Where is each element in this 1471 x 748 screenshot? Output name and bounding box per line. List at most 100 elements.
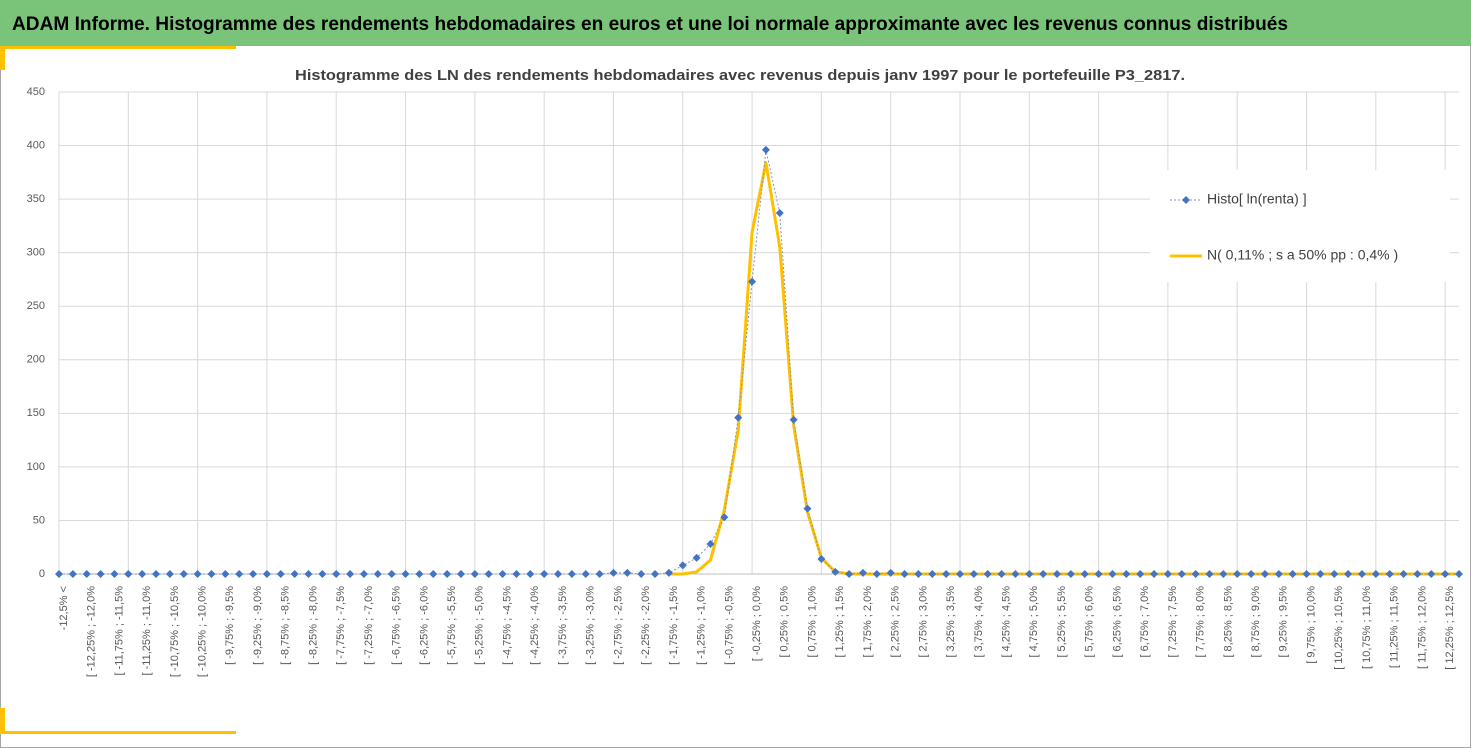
data-point [914, 570, 923, 578]
data-point [152, 570, 161, 578]
x-tick-label: [ 10,75% ; 11,0% [1361, 586, 1373, 669]
x-tick-label: [ -0,25% ; 0,0% [751, 586, 763, 661]
header-bar [0, 0, 1471, 46]
data-point [1455, 570, 1463, 578]
x-tick-label: [ -5,25% ; -5,0% [474, 586, 486, 665]
data-point [1205, 570, 1214, 578]
accent [0, 708, 5, 734]
data-point [831, 567, 840, 576]
data-point [373, 570, 382, 578]
data-point [886, 568, 895, 577]
data-point [554, 570, 563, 578]
y-tick-label: 350 [27, 193, 45, 205]
legend-label: N( 0,11% ; s a 50% pp : 0,4% ) [1207, 247, 1398, 263]
x-tick-label: [ -2,25% ; -2,0% [640, 586, 652, 665]
data-point [595, 570, 604, 578]
data-point [1177, 570, 1186, 578]
data-point [484, 570, 493, 578]
data-point [1260, 570, 1269, 578]
x-tick-label: [ 11,25% ; 11,5% [1389, 586, 1401, 668]
data-point [110, 570, 119, 578]
x-tick-label: [ 6,25% ; 6,5% [1111, 586, 1123, 658]
x-tick-label: [ -3,25% ; -3,0% [585, 586, 597, 665]
data-point [1066, 570, 1075, 578]
data-point [637, 570, 646, 578]
accent [0, 46, 5, 70]
data-point [1316, 570, 1325, 578]
x-tick-label: [ -12,25% ; -12,0% [86, 586, 98, 677]
data-point [124, 570, 133, 578]
x-tick-label: [ -6,75% ; -6,5% [391, 586, 403, 665]
x-tick-label: [ 11,75% ; 12,0% [1416, 586, 1428, 669]
x-tick-label: [ 3,75% ; 4,0% [973, 586, 985, 658]
x-tick-label: [ 6,75% ; 7,0% [1139, 586, 1151, 658]
data-point [1191, 570, 1200, 578]
x-tick-label: [ 0,25% ; 0,5% [779, 586, 791, 658]
data-point [983, 570, 992, 578]
x-tick-label: [ -11,75% ; -11,5% [113, 586, 125, 676]
data-point [692, 553, 701, 562]
y-tick-label: 150 [27, 407, 45, 419]
x-tick-label: [ 12,25% ; 12,5% [1444, 586, 1456, 670]
x-tick-label: [ -4,25% ; -4,0% [529, 586, 541, 665]
data-point [249, 570, 258, 578]
data-point [1288, 570, 1297, 578]
data-point [1011, 570, 1020, 578]
x-tick-label: [ -1,25% ; -1,0% [696, 586, 708, 665]
data-point [734, 413, 743, 422]
data-point [235, 570, 244, 578]
data-point [748, 277, 757, 286]
data-point [318, 570, 327, 578]
data-point [68, 570, 77, 578]
data-point [470, 570, 479, 578]
data-point [817, 555, 826, 564]
data-point [1302, 570, 1311, 578]
x-tick-label: [ 5,25% ; 5,5% [1056, 586, 1068, 658]
data-point [346, 570, 355, 578]
data-point [928, 570, 937, 578]
data-point [1399, 570, 1408, 578]
y-tick-label: 450 [27, 86, 45, 98]
x-tick-label: [ 2,75% ; 3,0% [917, 586, 929, 658]
data-point [1025, 570, 1034, 578]
data-point [803, 504, 812, 513]
data-point [276, 570, 285, 578]
plot: 0 50 100 150 200 250 300 350 400 450 -12,5% < [ -12… [27, 86, 1463, 677]
x-tick-label: [ -0,75% ; -0,5% [723, 586, 735, 665]
data-point [581, 570, 590, 578]
data-point [332, 570, 341, 578]
data-point [1039, 570, 1048, 578]
x-tick-label: [ -11,25% ; -11,0% [141, 586, 153, 676]
data-point [997, 570, 1006, 578]
x-tick-label: [ 8,75% ; 9,0% [1250, 586, 1262, 658]
data-point [401, 570, 410, 578]
data-point [858, 568, 867, 577]
x-tick-label: [ -8,25% ; -8,0% [307, 586, 319, 665]
data-point [623, 568, 632, 577]
data-point [609, 568, 618, 577]
x-tick-label: [ -10,75% ; -10,5% [169, 586, 181, 677]
data-point [1441, 570, 1450, 578]
series-line [668, 161, 1459, 576]
data-point [664, 568, 673, 577]
data-point [651, 570, 660, 578]
x-tick-label: [ -5,75% ; -5,5% [446, 586, 458, 665]
y-tick-label: 100 [27, 461, 45, 473]
x-tick-label: [ 7,75% ; 8,0% [1195, 586, 1207, 658]
data-point [387, 570, 396, 578]
y-tick-label: 250 [27, 300, 45, 312]
data-point [290, 570, 299, 578]
data-point [415, 570, 424, 578]
data-point [96, 570, 105, 578]
data-point [304, 570, 313, 578]
data-point [1357, 570, 1366, 578]
x-tick-label: [ 8,25% ; 8,5% [1222, 586, 1234, 658]
x-tick-label: [ 4,25% ; 4,5% [1000, 586, 1012, 658]
legend-label: Histo[ ln(renta) ] [1207, 191, 1307, 207]
chart-title: Histogramme des LN des rendements hebdom… [295, 67, 1185, 84]
data-point [1108, 570, 1117, 578]
x-tick-label: [ 9,25% ; 9,5% [1278, 586, 1290, 658]
